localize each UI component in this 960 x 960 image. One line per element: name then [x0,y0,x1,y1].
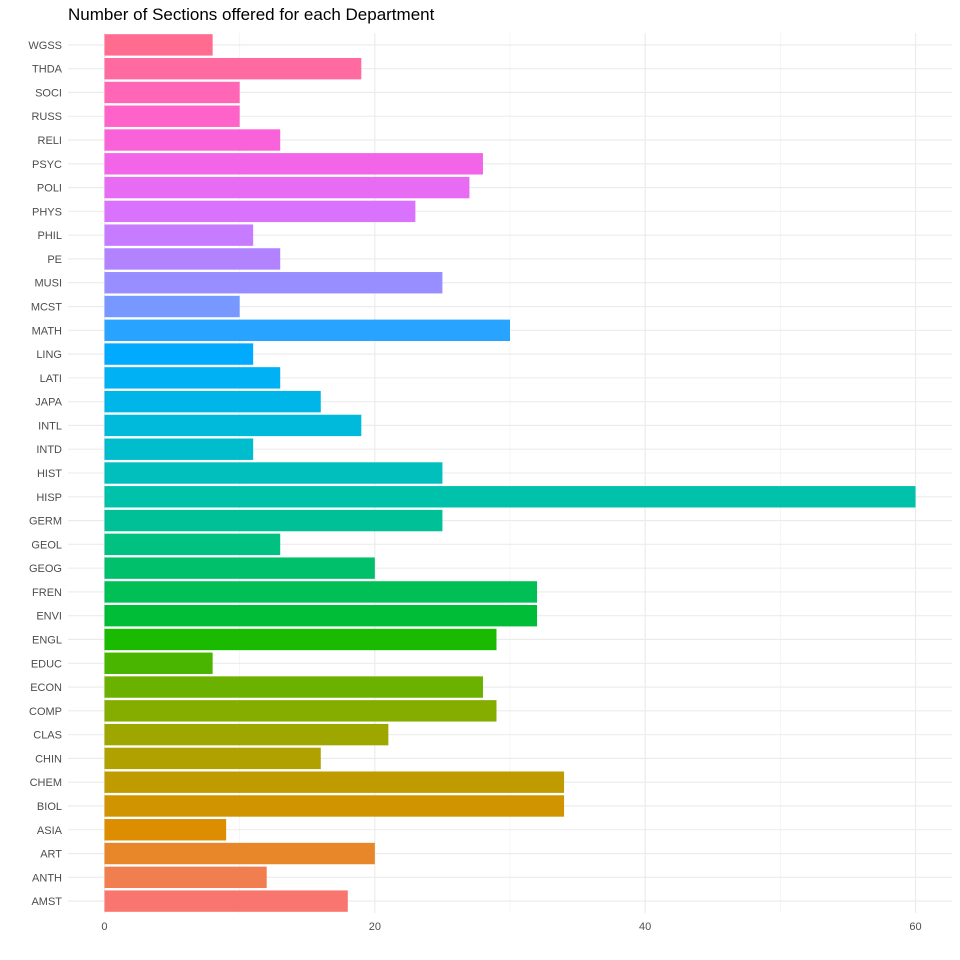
bar-amst [104,890,348,912]
chart-title: Number of Sections offered for each Depa… [68,5,435,24]
bar-psyc [104,153,483,175]
x-axis-tick-labels: 0 20 40 60 [101,921,921,933]
y-tick-label: LING [36,349,62,361]
y-tick-label: SOCI [35,87,62,99]
y-tick-label: INTD [36,444,62,456]
bar-fren [104,581,538,603]
bars [104,34,916,912]
bar-wgss [104,34,213,56]
bar-thda [104,57,362,80]
y-tick-label: MCST [31,302,62,314]
y-tick-label: ANTH [32,872,62,884]
bar-anth [104,866,267,889]
y-tick-label: RUSS [31,111,62,123]
bar-lati [104,367,281,389]
bar-phil [104,224,254,246]
bar-poli [104,176,470,199]
y-tick-label: ECON [30,682,62,694]
bar-hisp [104,486,916,508]
y-tick-label: PE [47,254,62,266]
y-tick-label: GERM [29,516,62,528]
y-tick-label: MATH [32,325,62,337]
bar-pe [104,248,281,270]
bar-clas [104,723,389,746]
x-tick-label: 20 [369,921,381,933]
bar-envi [104,605,538,627]
bar-ling [104,343,254,365]
bar-educ [104,652,213,674]
bar-germ [104,509,443,532]
bar-chin [104,747,321,770]
bar-geol [104,533,281,556]
y-tick-label: CHIN [35,753,62,765]
y-tick-label: CLAS [33,730,62,742]
x-tick-label: 0 [101,921,107,933]
bar-math [104,319,510,341]
y-tick-label: INTL [38,420,62,432]
y-tick-label: BIOL [37,801,62,813]
bar-chem [104,771,565,793]
x-tick-label: 60 [909,921,921,933]
bar-reli [104,129,281,151]
x-tick-label: 40 [639,921,651,933]
y-tick-label: MUSI [35,278,63,290]
y-tick-label: CHEM [30,777,62,789]
bar-musi [104,272,443,294]
bar-phys [104,200,416,223]
y-tick-label: PHYS [32,206,62,218]
y-tick-label: HIST [37,468,62,480]
bar-hist [104,462,443,484]
y-tick-label: ART [40,849,62,861]
y-tick-label: RELI [38,135,62,147]
y-tick-label: THDA [32,64,63,76]
y-tick-label: ENVI [36,611,62,623]
y-tick-label: WGSS [28,40,62,52]
bar-soci [104,81,240,104]
y-tick-label: PHIL [38,230,62,242]
bar-art [104,842,375,865]
y-axis-tick-labels: AMST ANTH ART ASIA BIOL CHEM CHIN CLAS COMP ECON E… [28,40,62,908]
y-tick-label: ASIA [37,825,63,837]
bar-comp [104,700,497,722]
y-tick-label: LATI [40,373,62,385]
y-tick-label: EDUC [31,658,62,670]
bar-intl [104,414,362,437]
y-tick-label: JAPA [35,397,62,409]
bar-biol [104,795,565,817]
bar-mcst [104,295,240,318]
bar-engl [104,628,497,651]
bar-asia [104,819,227,841]
y-tick-label: PSYC [32,159,62,171]
y-tick-label: ENGL [32,634,62,646]
bar-geog [104,557,375,579]
y-tick-label: HISP [36,492,62,504]
y-tick-label: POLI [37,183,62,195]
bar-econ [104,676,483,698]
y-tick-label: COMP [29,706,62,718]
bar-intd [104,438,254,460]
bar-japa [104,390,321,413]
y-tick-label: AMST [31,896,62,908]
y-tick-label: GEOG [29,563,62,575]
bar-russ [104,105,240,127]
y-tick-label: GEOL [31,539,62,551]
y-tick-label: FREN [32,587,62,599]
